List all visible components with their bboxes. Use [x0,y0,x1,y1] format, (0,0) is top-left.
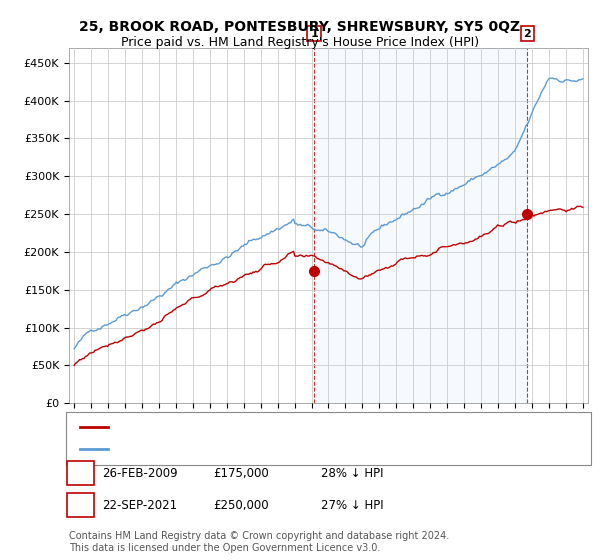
Text: 2: 2 [523,29,531,39]
Text: 28% ↓ HPI: 28% ↓ HPI [321,466,383,480]
Text: 26-FEB-2009: 26-FEB-2009 [102,466,178,480]
Text: 27% ↓ HPI: 27% ↓ HPI [321,498,383,512]
Text: 25, BROOK ROAD, PONTESBURY, SHREWSBURY, SY5 0QZ (detached house): 25, BROOK ROAD, PONTESBURY, SHREWSBURY, … [114,422,534,432]
Text: HPI: Average price, detached house, Shropshire: HPI: Average price, detached house, Shro… [114,444,380,454]
Bar [314,48,527,403]
Text: Price paid vs. HM Land Registry's House Price Index (HPI): Price paid vs. HM Land Registry's House … [121,36,479,49]
Text: 22-SEP-2021: 22-SEP-2021 [102,498,177,512]
Text: 1: 1 [310,29,318,39]
Text: 2: 2 [76,498,85,512]
Text: £175,000: £175,000 [213,466,269,480]
Text: 25, BROOK ROAD, PONTESBURY, SHREWSBURY, SY5 0QZ: 25, BROOK ROAD, PONTESBURY, SHREWSBURY, … [79,20,521,34]
Text: 1: 1 [76,466,85,480]
Text: £250,000: £250,000 [213,498,269,512]
Text: Contains HM Land Registry data © Crown copyright and database right 2024.
This d: Contains HM Land Registry data © Crown c… [69,531,449,553]
